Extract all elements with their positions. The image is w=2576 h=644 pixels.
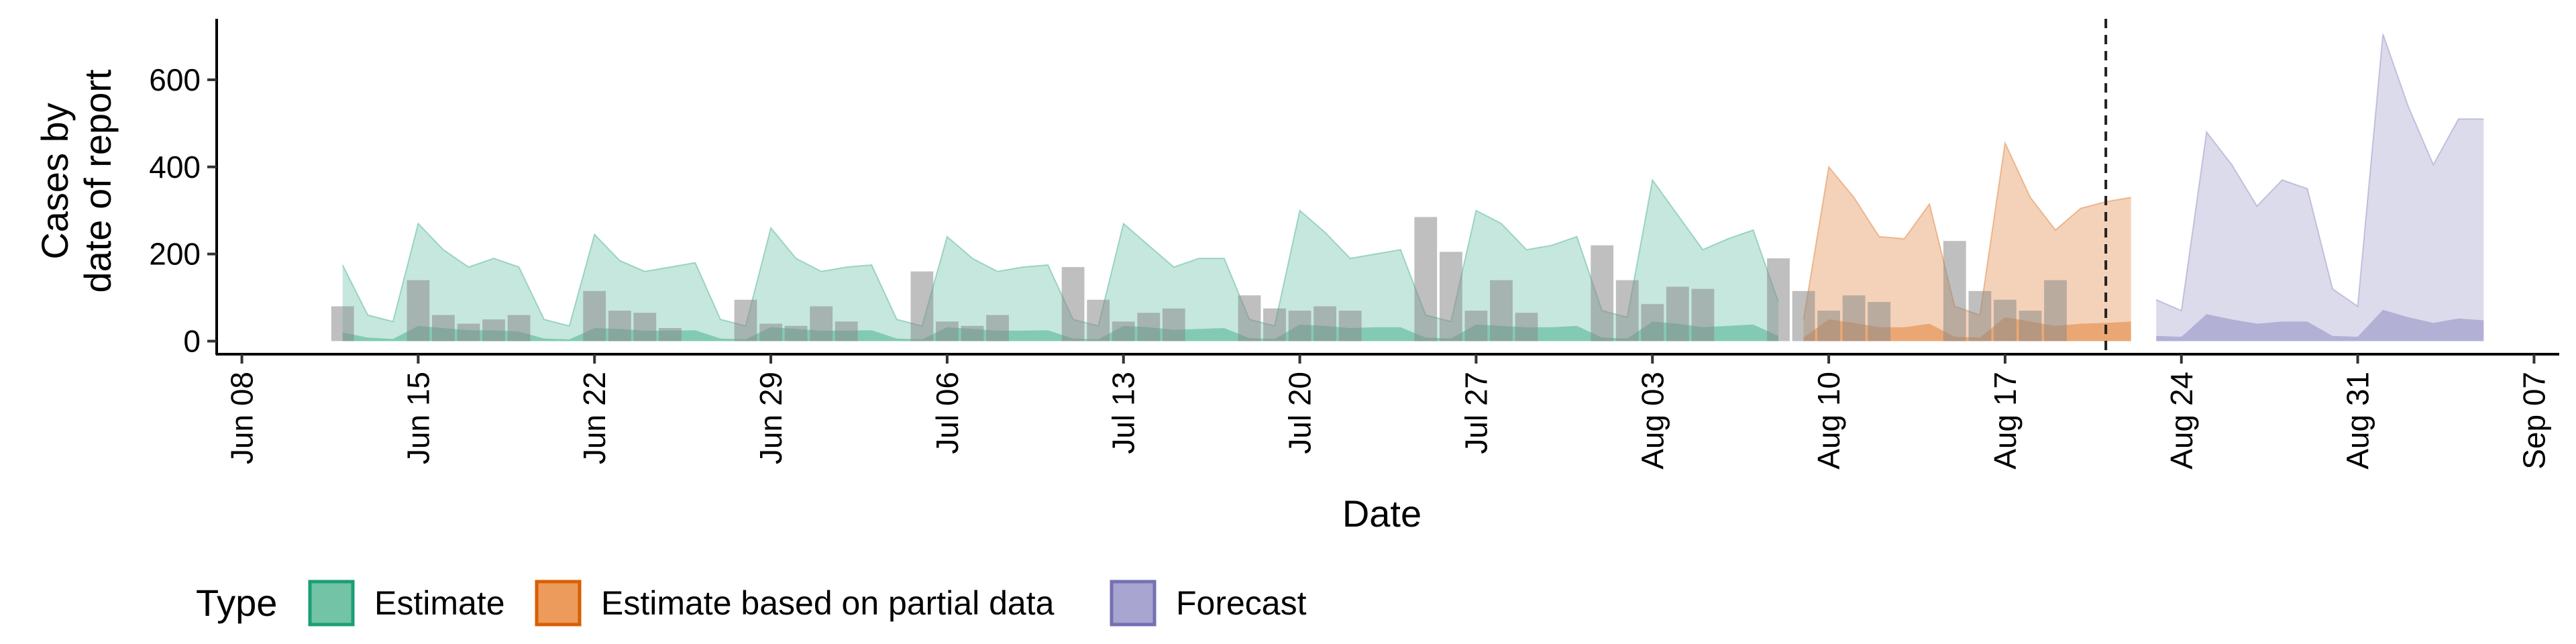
bar-reported-cases <box>1691 288 1715 341</box>
bar-reported-cases <box>1162 308 1185 341</box>
y-tick-label: 0 <box>183 324 201 359</box>
y-tick-label: 200 <box>149 237 201 272</box>
bar-reported-cases <box>1440 252 1462 341</box>
legend-title: Type <box>196 582 277 624</box>
x-tick-label: Jun 15 <box>400 372 435 464</box>
forecast-inner-band <box>2156 309 2484 341</box>
bar-reported-cases <box>633 313 657 341</box>
bar-reported-cases <box>936 321 959 341</box>
y-axis-title: Cases by date of report <box>34 69 119 293</box>
bar-reported-cases <box>407 280 430 341</box>
bar-reported-cases <box>1490 280 1513 341</box>
y-tick-label: 400 <box>149 150 201 184</box>
bar-reported-cases <box>608 311 631 341</box>
y-tick-label: 600 <box>149 62 201 97</box>
bar-reported-cases <box>1313 306 1336 341</box>
bar-reported-cases <box>961 325 984 341</box>
bar-reported-cases <box>659 328 682 341</box>
bar-reported-cases <box>482 319 505 341</box>
legend-label-partial: Estimate based on partial data <box>601 584 1055 622</box>
x-tick-label: Aug 24 <box>2164 372 2199 470</box>
plot-area: 0 200 400 600 Jun 08 Jun 15 Jun 22 Jun 29 Jul 06… <box>149 19 2559 470</box>
x-tick-label: Aug 17 <box>1988 372 2023 470</box>
bar-reported-cases <box>507 315 531 341</box>
bar-reported-cases <box>1515 313 1538 341</box>
x-tick-label: Jul 06 <box>930 372 965 454</box>
estimate-band <box>342 180 1779 339</box>
legend-item-partial: Estimate based on partial data <box>535 580 1055 627</box>
bar-reported-cases <box>759 323 782 341</box>
x-tick-label: Aug 10 <box>1811 372 1846 470</box>
bar-reported-cases <box>1263 308 1286 341</box>
legend-key-partial <box>535 580 582 627</box>
bar-reported-cases <box>1238 295 1261 341</box>
bar-reported-cases <box>835 321 858 341</box>
bar-reported-cases <box>1591 245 1614 341</box>
bar-reported-cases <box>1842 295 1866 341</box>
x-tick-label: Jun 08 <box>225 372 260 464</box>
bar-reported-cases <box>2044 280 2067 341</box>
legend-item-forecast: Forecast <box>1110 580 1307 627</box>
bar-reported-cases <box>1112 321 1135 341</box>
legend-label-estimate: Estimate <box>374 584 505 622</box>
bar-reported-cases <box>1288 311 1311 341</box>
bar-reported-cases <box>1061 267 1085 341</box>
bar-reported-cases <box>1666 286 1689 341</box>
bar-reported-cases <box>1137 313 1161 341</box>
partial-band-edge <box>1803 140 2131 320</box>
x-tick-label: Jun 29 <box>753 372 788 464</box>
bar-reported-cases <box>1767 258 1790 341</box>
y-axis-title-line-2: date of report <box>76 69 119 293</box>
legend-key-forecast <box>1110 580 1157 627</box>
bar-reported-cases <box>986 315 1009 341</box>
legend-label-forecast: Forecast <box>1176 584 1307 622</box>
legend-item-estimate: Estimate <box>308 580 505 627</box>
bar-reported-cases <box>1994 299 2017 341</box>
forecast-band <box>2156 34 2484 337</box>
bar-reported-cases <box>1817 311 1840 341</box>
bar-reported-cases <box>457 323 480 341</box>
bar-reported-cases <box>1868 302 1891 341</box>
x-tick-label: Jul 20 <box>1283 372 1318 454</box>
bar-reported-cases <box>1792 290 1815 341</box>
bar-reported-cases <box>784 325 808 341</box>
y-axis-title-line-1: Cases by <box>34 103 76 259</box>
legend: Type Estimate Estimate based on partial … <box>196 580 1307 627</box>
bar-reported-cases <box>734 299 757 341</box>
x-tick-label: Jul 27 <box>1458 372 1493 454</box>
x-tick-label: Aug 03 <box>1635 372 1670 470</box>
bar-reported-cases <box>1464 311 1488 341</box>
bar-reported-cases <box>1087 299 1110 341</box>
legend-key-estimate <box>308 580 355 627</box>
forecast-band-edge <box>2155 34 2484 312</box>
x-tick-label: Jul 13 <box>1106 372 1141 454</box>
bar-reported-cases <box>2019 311 2042 341</box>
bar-reported-cases <box>583 290 606 341</box>
bar-reported-cases <box>1615 280 1639 341</box>
bar-reported-cases <box>810 306 833 341</box>
x-axis-title: Date <box>1342 492 1421 535</box>
x-tick-label: Sep 07 <box>2517 372 2552 470</box>
x-tick-label: Aug 31 <box>2341 372 2375 470</box>
bar-reported-cases <box>432 315 455 341</box>
estimate-band-edge <box>341 178 1779 327</box>
bar-reported-cases <box>910 271 934 341</box>
bar-reported-cases <box>1943 241 1966 341</box>
bar-reported-cases <box>1414 217 1438 341</box>
bar-reported-cases <box>1338 311 1362 341</box>
bar-reported-cases <box>331 306 354 341</box>
bar-reported-cases <box>1968 290 1992 341</box>
x-tick-label: Jun 22 <box>577 372 612 464</box>
bar-reported-cases <box>1641 304 1664 341</box>
